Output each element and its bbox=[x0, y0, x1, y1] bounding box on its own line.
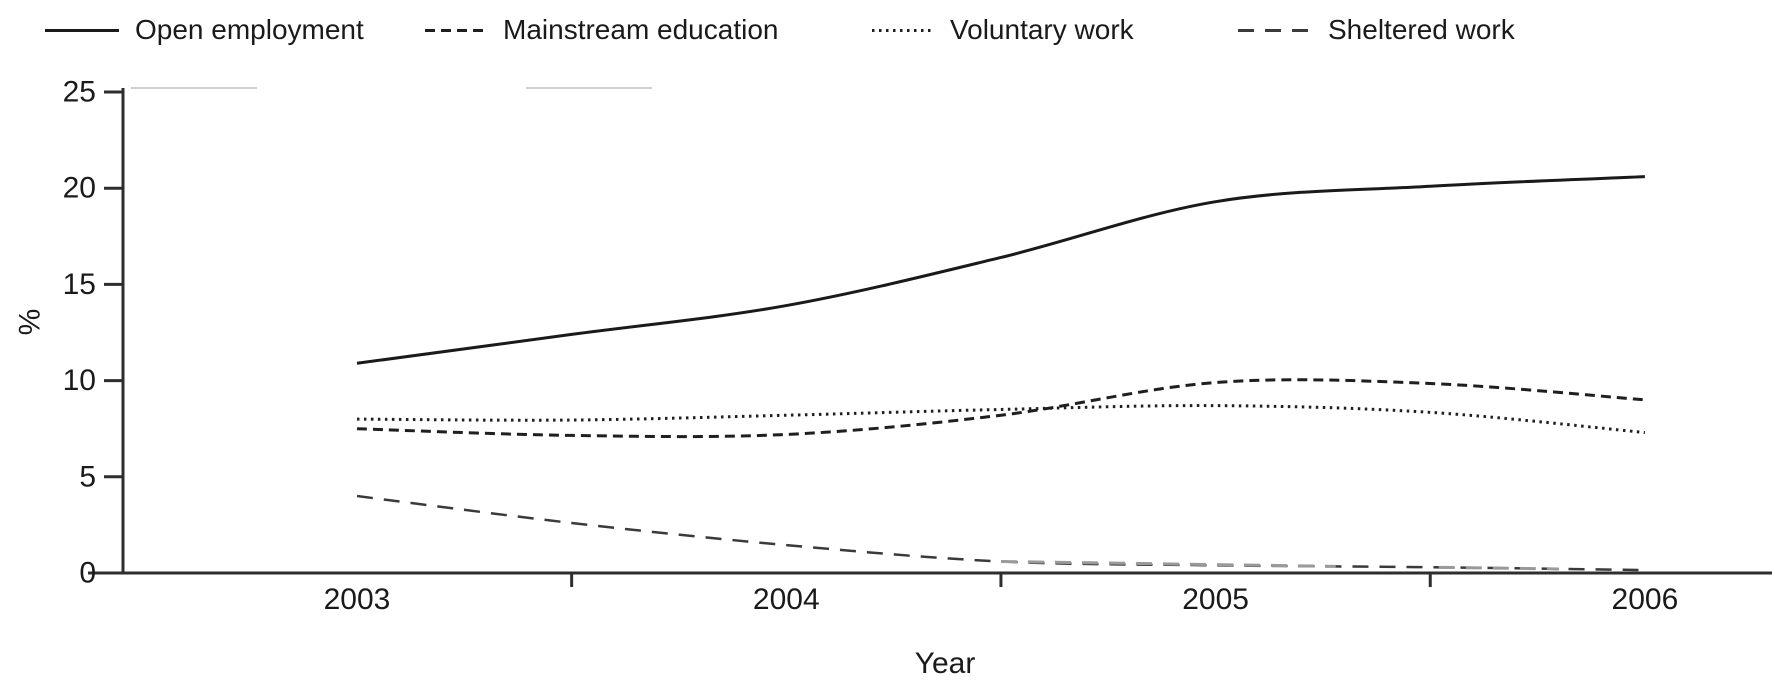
x-axis-title: Year bbox=[915, 647, 976, 680]
y-tick-label: 15 bbox=[63, 268, 96, 301]
x-tick-label: 2006 bbox=[1612, 583, 1679, 616]
series-line-mainstream-education bbox=[356, 378, 1646, 439]
x-tick-label: 2004 bbox=[753, 583, 820, 616]
legend: Open employment Mainstream education Vol… bbox=[0, 8, 1775, 52]
legend-line-sample-long-dash-icon bbox=[1238, 28, 1312, 32]
legend-line-sample-dashed-icon bbox=[425, 28, 487, 32]
legend-item-voluntary-work: Voluntary work bbox=[872, 12, 1134, 48]
y-axis-title: % bbox=[14, 309, 47, 336]
x-tick-label: 2003 bbox=[324, 583, 391, 616]
series-gray-patch-sheltered-work bbox=[1438, 565, 1560, 571]
legend-item-open-employment: Open employment bbox=[45, 12, 364, 48]
x-tick-label: 2005 bbox=[1182, 583, 1249, 616]
series-line-sheltered-work bbox=[356, 494, 1645, 572]
y-tick-label: 0 bbox=[79, 557, 96, 590]
legend-item-sheltered-work: Sheltered work bbox=[1238, 12, 1515, 48]
y-tick-label: 25 bbox=[63, 76, 96, 109]
y-tick-label: 5 bbox=[79, 460, 96, 493]
legend-item-mainstream-education: Mainstream education bbox=[425, 12, 778, 48]
series-line-open-employment bbox=[356, 175, 1645, 365]
series-gray-patch-sheltered-work bbox=[1000, 559, 1336, 568]
series-line-voluntary-work bbox=[356, 404, 1646, 435]
y-tick-label: 20 bbox=[63, 172, 96, 205]
legend-line-sample-solid-icon bbox=[45, 28, 119, 32]
legend-label-voluntary-work: Voluntary work bbox=[950, 14, 1134, 45]
legend-label-open-employment: Open employment bbox=[135, 14, 364, 45]
y-tick-label: 10 bbox=[63, 364, 96, 397]
legend-label-mainstream-education: Mainstream education bbox=[503, 14, 779, 45]
legend-label-sheltered-work: Sheltered work bbox=[1328, 14, 1515, 45]
